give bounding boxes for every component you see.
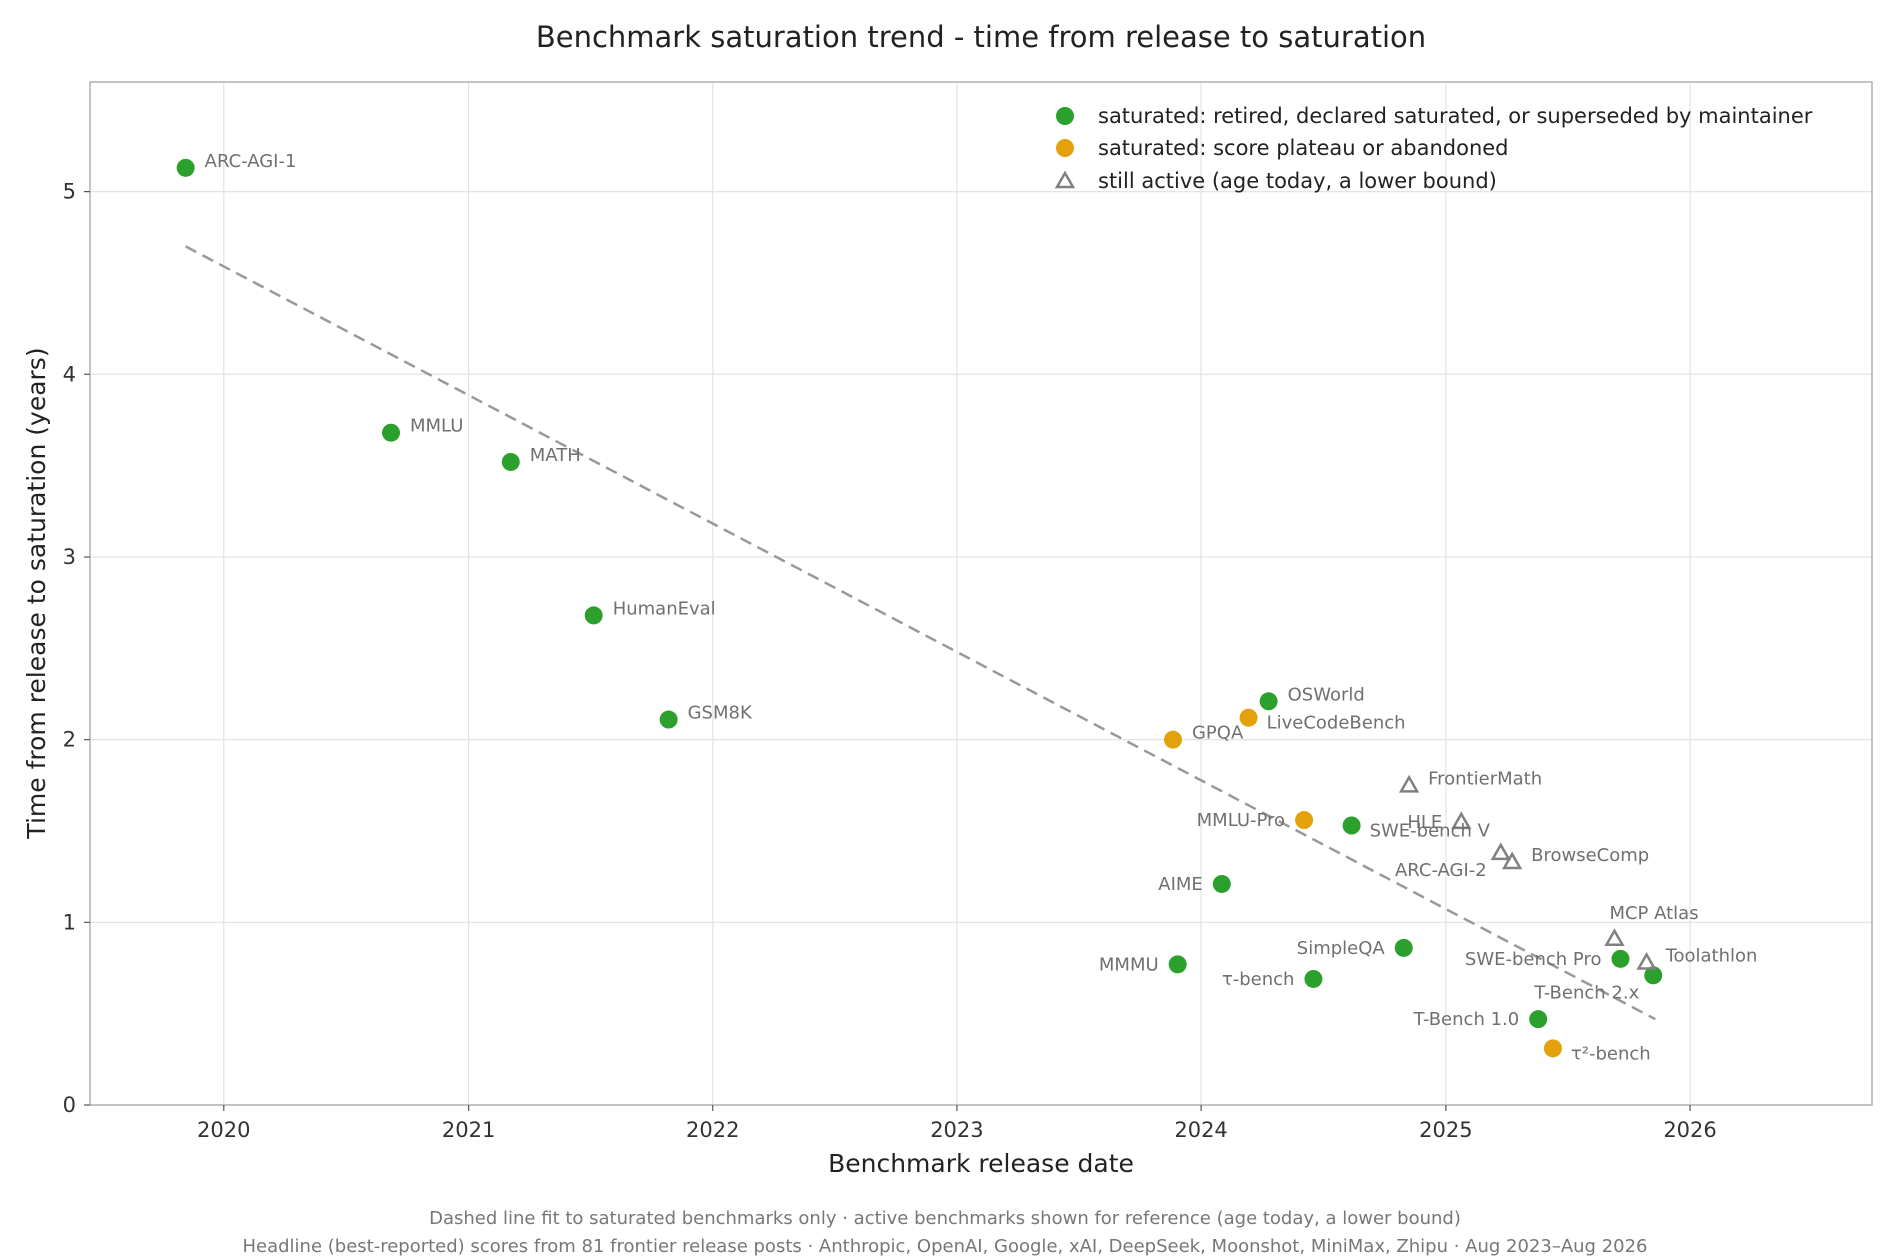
point-hle: [1451, 811, 1472, 830]
point-label-simpleqa: SimpleQA: [1297, 938, 1386, 959]
point-label-bench: τ-bench: [1222, 969, 1295, 990]
y-tick-label: 2: [63, 728, 76, 752]
point-label-gsm8k: GSM8K: [688, 703, 753, 724]
point-humaneval: [584, 606, 603, 625]
point-arc-agi-1: [176, 158, 195, 177]
point-label-aime: AIME: [1158, 874, 1203, 895]
x-tick-label: 2021: [442, 1118, 495, 1142]
point-label-arc-agi-2: ARC-AGI-2: [1395, 860, 1487, 881]
point-labels: ARC-AGI-1 MMLU MATH HumanEval GSM8K OSWorld AI…: [205, 151, 1758, 1065]
point-simpleqa: [1394, 938, 1413, 957]
point-toolathlon: [1636, 951, 1657, 970]
point-t-bench-2-x: [1644, 966, 1663, 985]
point-label-arc-agi-1: ARC-AGI-1: [205, 151, 297, 172]
plot-frame: [89, 81, 1873, 1106]
y-tick-label: 3: [63, 545, 76, 569]
x-tick-label: 2020: [197, 1118, 250, 1142]
point-label-livecodebench: LiveCodeBench: [1267, 713, 1406, 734]
point-label-mmlu-pro: MMLU-Pro: [1197, 810, 1285, 831]
point-aime: [1212, 874, 1231, 893]
point-label-toolathlon: Toolathlon: [1665, 946, 1758, 967]
legend-label-retired: saturated: retired, declared saturated, …: [1098, 104, 1813, 128]
point-gpqa: [1163, 730, 1182, 749]
point-bench: [1304, 969, 1323, 988]
y-tick-label: 1: [63, 910, 76, 934]
point-t-bench-1-0: [1529, 1010, 1548, 1029]
point-swe-bench-v: [1342, 816, 1361, 835]
point-bench: [1543, 1039, 1562, 1058]
point-mmlu: [382, 423, 401, 442]
x-tick-label: 2023: [930, 1118, 983, 1142]
point-label-browsecomp: BrowseComp: [1531, 845, 1649, 866]
point-mcp-atlas: [1604, 928, 1625, 947]
data-points: [176, 158, 1663, 1058]
point-swe-bench-pro: [1611, 949, 1630, 968]
y-tick-label: 4: [63, 362, 76, 386]
legend-marker-active: [1054, 170, 1076, 189]
trend-line-segment: [185, 245, 1656, 1021]
legend-marker-plateau: [1056, 139, 1074, 157]
point-label-gpqa: GPQA: [1192, 723, 1244, 744]
y-axis-label: Time from release to saturation (years): [22, 347, 51, 839]
point-label-swe-bench-pro: SWE-bench Pro: [1465, 949, 1602, 970]
axis-ticks: 2020 2021 2022 2023 2024 2025 2026 0 1 2 3 4 5: [63, 180, 1717, 1142]
legend-label-plateau: saturated: score plateau or abandoned: [1098, 136, 1509, 160]
legend: saturated: retired, declared saturated, …: [1054, 104, 1813, 193]
chart-title: Benchmark saturation trend - time from r…: [536, 20, 1426, 54]
point-mmlu-pro: [1295, 811, 1314, 830]
point-label-mmlu: MMLU: [410, 416, 463, 437]
footnote-sources: Headline (best-reported) scores from 81 …: [242, 1236, 1648, 1257]
point-label-t-bench-2-x: T-Bench 2.x: [1533, 982, 1639, 1003]
point-label-swe-bench-v: SWE-bench V: [1370, 821, 1491, 842]
point-browsecomp: [1501, 851, 1523, 870]
point-osworld: [1259, 692, 1278, 711]
y-tick-label: 5: [63, 180, 76, 204]
grid: [90, 82, 1872, 1106]
footnote-method: Dashed line fit to saturated benchmarks …: [429, 1208, 1461, 1229]
point-label-mcp-atlas: MCP Atlas: [1609, 903, 1698, 924]
x-axis-label: Benchmark release date: [828, 1149, 1134, 1178]
point-mmmu: [1168, 955, 1187, 974]
point-frontiermath: [1398, 774, 1420, 793]
point-label-hle: HLE: [1407, 812, 1442, 833]
x-tick-label: 2022: [686, 1118, 739, 1142]
x-tick-label: 2026: [1663, 1118, 1716, 1142]
point-gsm8k: [659, 710, 678, 729]
point-label-mmmu: MMMU: [1099, 954, 1159, 975]
trend-line: [185, 245, 1656, 1021]
point-label-bench: τ²-bench: [1571, 1043, 1651, 1064]
point-math: [501, 452, 520, 471]
legend-marker-retired: [1056, 107, 1074, 125]
y-tick-label: 0: [63, 1093, 76, 1117]
point-livecodebench: [1239, 708, 1258, 727]
point-label-frontiermath: FrontierMath: [1428, 768, 1542, 789]
x-tick-label: 2025: [1419, 1118, 1472, 1142]
point-label-humaneval: HumanEval: [613, 598, 716, 619]
point-label-t-bench-1-0: T-Bench 1.0: [1413, 1009, 1520, 1030]
legend-label-active: still active (age today, a lower bound): [1098, 169, 1497, 193]
point-label-osworld: OSWorld: [1288, 684, 1365, 705]
point-arc-agi-2: [1490, 842, 1511, 861]
point-label-math: MATH: [530, 445, 581, 466]
x-tick-label: 2024: [1174, 1118, 1227, 1142]
